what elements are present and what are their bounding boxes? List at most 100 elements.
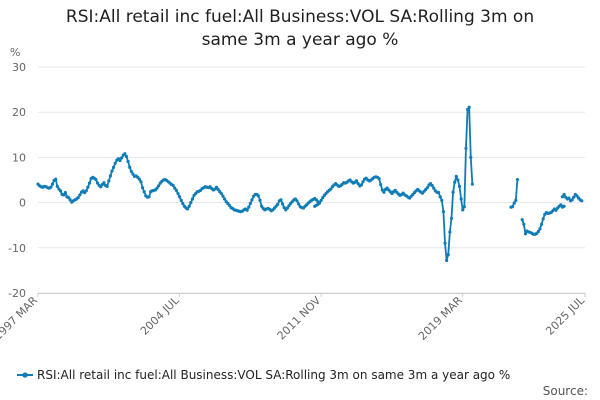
data-point [120,156,124,160]
data-point [223,197,227,201]
x-tick-label: 1997 MAR [0,294,40,343]
data-point [49,185,53,189]
data-point [572,195,576,199]
data-point [128,165,132,169]
data-point [76,196,80,200]
data-point [329,187,333,191]
y-axis-unit-label: % [10,46,20,59]
data-point [140,186,145,190]
chart-title-line-1: RSI:All retail inc fuel:All Business:VOL… [66,7,534,27]
data-point [445,258,449,263]
data-point [50,182,55,186]
data-point [520,218,524,222]
data-point [443,241,447,245]
data-point [186,207,190,211]
y-tick-label: -10 [8,242,26,255]
data-point [356,182,360,186]
data-point [562,192,566,197]
data-point [449,216,454,221]
data-point [107,179,111,183]
data-point [189,201,193,205]
data-point [297,202,301,206]
data-point [453,180,457,184]
data-point [536,229,540,234]
data-point [157,184,161,188]
data-point [84,189,88,193]
data-point [279,198,283,202]
data-point [469,155,473,159]
data-point [377,177,381,181]
data-point [317,201,322,205]
data-point [448,230,452,234]
x-tick-label: 2025 JUL [543,293,587,337]
gridlines [38,66,585,294]
data-point [113,161,117,165]
legend: RSI:All retail inc fuel:All Business:VOL… [17,368,510,382]
x-tick-label: 2011 NOV [275,294,324,343]
data-point [461,208,465,212]
data-point [446,252,450,257]
data-point [227,203,232,207]
y-tick-label: -20 [8,287,26,300]
x-tick-label: 2019 MAR [416,294,465,343]
data-point [467,105,471,109]
data-point [256,194,261,198]
data-point [63,191,67,195]
data-point [108,174,112,178]
data-point [174,188,178,192]
data-point [515,177,520,182]
data-point [112,165,116,169]
data-point [554,208,558,212]
data-point [321,196,325,200]
data-point [99,185,103,189]
data-point [68,198,72,202]
data-point [62,193,66,197]
data-point [580,199,584,203]
data-point [216,187,220,192]
data-point [539,222,544,226]
y-tick-label: 30 [12,61,26,74]
data-point [181,201,185,206]
data-point [432,186,436,190]
data-point [177,195,182,199]
series-plot [36,105,584,263]
data-point [567,196,571,200]
data-point [86,185,90,189]
data-point [379,182,383,187]
data-point [282,205,286,210]
data-point [287,204,291,208]
data-point [319,198,323,202]
data-point [437,191,441,195]
data-point [441,210,446,214]
data-point [58,189,63,193]
data-point [129,169,133,174]
data-point [179,198,183,202]
data-point [361,180,365,184]
data-point [102,181,106,185]
data-point [87,181,92,185]
data-point [575,194,579,198]
data-point [123,152,127,156]
data-point [523,232,528,236]
data-point [105,184,109,188]
data-point [258,198,262,202]
data-point [562,204,566,208]
data-point [214,185,219,189]
data-point [142,190,146,194]
data-point [538,227,542,231]
data-point [250,198,254,202]
data-point [465,107,470,112]
y-axis-ticks: 30 20 10 0 -10 -20 [8,61,26,300]
data-point [354,179,359,183]
data-point [425,186,429,190]
data-point [137,177,141,181]
data-point [176,191,180,196]
data-point [470,182,474,186]
data-point [359,183,363,187]
data-point [462,205,466,209]
data-point [570,198,574,202]
data-point [295,199,299,203]
data-point [139,180,143,184]
data-point [124,154,129,159]
